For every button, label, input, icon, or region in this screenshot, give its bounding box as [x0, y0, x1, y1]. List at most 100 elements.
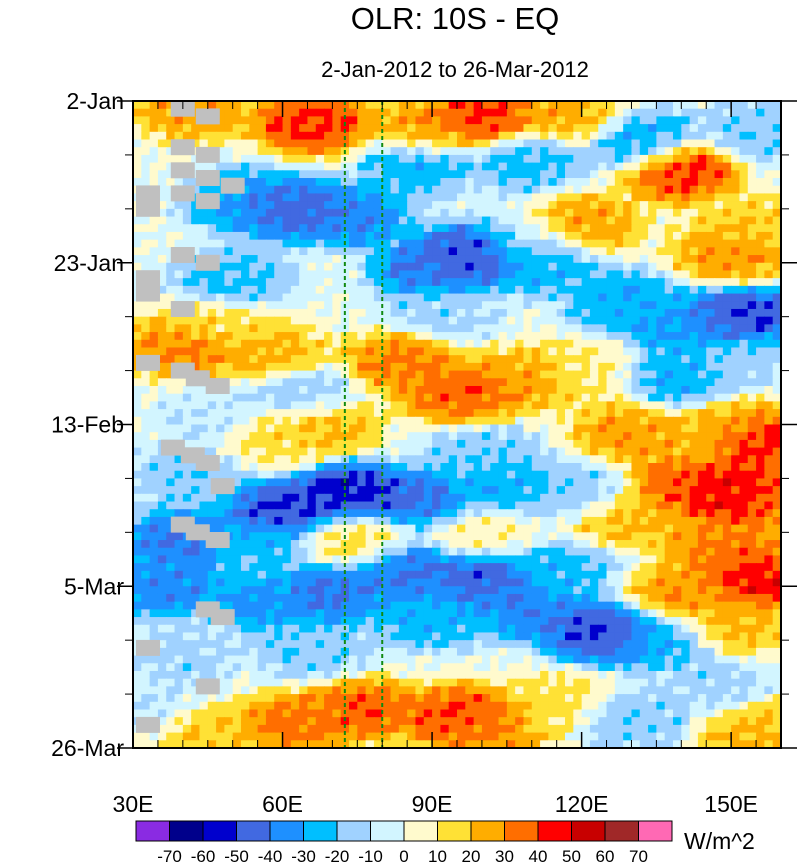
field-cell: [681, 170, 691, 179]
field-cell: [623, 247, 633, 256]
field-cell: [299, 447, 309, 456]
field-cell: [481, 255, 491, 264]
field-cell: [747, 393, 757, 402]
field-cell: [390, 178, 400, 187]
field-cell: [249, 393, 259, 402]
field-cell: [324, 255, 333, 264]
field-cell: [565, 324, 574, 333]
field-cell: [241, 409, 250, 418]
field-cell: [465, 455, 475, 464]
field-cell: [448, 270, 458, 279]
field-cell: [598, 139, 608, 148]
field-cell: [481, 439, 491, 449]
field-cell: [739, 347, 749, 356]
field-cell: [764, 208, 774, 218]
field-cell: [407, 455, 417, 464]
field-cell: [166, 578, 176, 587]
field-cell: [465, 432, 475, 441]
field-cell: [440, 547, 450, 557]
field-cell: [673, 147, 682, 156]
field-cell: [589, 378, 599, 387]
field-cell: [481, 401, 491, 410]
field-cell: [182, 463, 192, 472]
field-cell: [315, 293, 325, 302]
field-cell: [373, 362, 383, 372]
field-cell: [415, 124, 425, 133]
field-cell: [556, 470, 566, 480]
field-cell: [714, 362, 724, 372]
field-cell: [747, 285, 757, 295]
field-cell: [457, 393, 466, 402]
field-cell: [166, 262, 176, 272]
field-cell: [398, 362, 408, 372]
field-cell: [706, 216, 716, 225]
field-cell: [756, 147, 765, 156]
field-cell: [241, 332, 250, 341]
field-cell: [506, 424, 516, 433]
field-cell: [747, 139, 757, 148]
field-cell: [589, 486, 599, 495]
field-cell: [764, 101, 774, 110]
field-cell: [157, 231, 167, 241]
field-cell: [589, 108, 599, 117]
field-cell: [523, 131, 533, 141]
field-cell: [149, 124, 159, 133]
field-cell: [565, 416, 574, 426]
field-cell: [722, 108, 732, 117]
field-cell: [648, 147, 657, 156]
field-cell: [573, 193, 583, 202]
field-cell: [423, 385, 433, 395]
field-cell: [506, 185, 516, 195]
field-cell: [556, 586, 566, 595]
field-cell: [523, 455, 533, 464]
field-cell: [282, 208, 292, 218]
field-cell: [481, 570, 491, 580]
field-cell: [681, 409, 691, 418]
field-cell: [299, 278, 309, 287]
field-cell: [623, 208, 633, 218]
field-cell: [673, 201, 682, 210]
field-cell: [473, 278, 483, 287]
field-cell: [307, 385, 317, 395]
field-cell: [307, 231, 317, 241]
field-cell: [349, 586, 358, 595]
field-cell: [249, 355, 259, 364]
field-cell: [249, 432, 259, 441]
field-cell: [565, 108, 574, 117]
field-cell: [714, 247, 724, 256]
field-cell: [423, 516, 433, 526]
field-cell: [307, 393, 317, 402]
field-cell: [415, 216, 425, 225]
field-cell: [415, 563, 425, 572]
field-cell: [731, 378, 741, 387]
field-cell: [648, 116, 657, 125]
field-cell: [373, 201, 383, 210]
field-cell: [673, 185, 682, 195]
field-cell: [182, 547, 192, 557]
field-cell: [457, 316, 466, 325]
field-cell: [631, 324, 641, 333]
field-cell: [249, 532, 259, 541]
field-cell: [432, 547, 441, 557]
field-cell: [407, 154, 417, 164]
field-cell: [598, 470, 608, 480]
field-cell: [722, 285, 732, 295]
field-cell: [457, 493, 466, 503]
field-cell: [714, 154, 724, 164]
field-cell: [191, 285, 201, 295]
field-cell: [473, 586, 483, 595]
field-cell: [174, 555, 184, 564]
field-cell: [772, 439, 782, 449]
field-cell: [731, 278, 741, 287]
field-cell: [648, 555, 657, 564]
field-cell: [648, 247, 657, 256]
field-cell: [656, 578, 666, 587]
field-cell: [714, 139, 724, 148]
field-cell: [432, 463, 441, 472]
field-cell: [548, 308, 558, 318]
field-cell: [423, 416, 433, 426]
field-cell: [299, 509, 309, 518]
field-cell: [556, 355, 566, 364]
field-cell: [523, 409, 533, 418]
field-cell: [141, 131, 151, 141]
